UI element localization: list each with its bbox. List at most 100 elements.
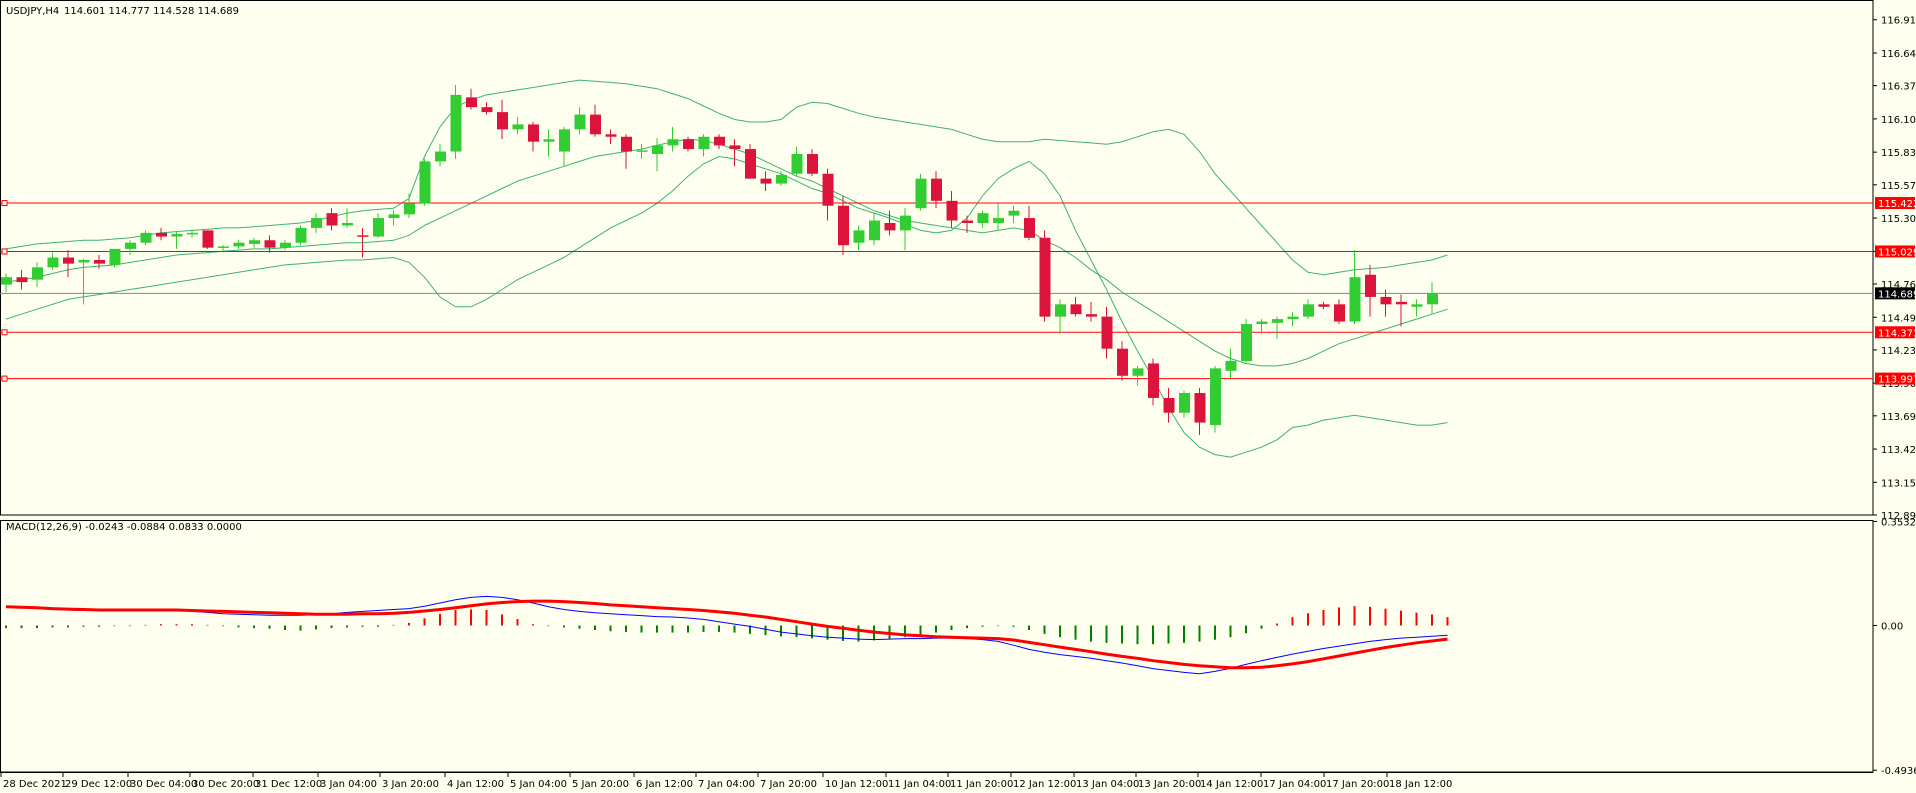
level-price-label: 115.029	[1878, 247, 1916, 258]
candle[interactable]	[621, 134, 632, 169]
level-anchor-handle[interactable]	[1, 248, 8, 255]
candle[interactable]	[791, 146, 803, 177]
candle[interactable]	[698, 134, 710, 157]
candle[interactable]	[94, 255, 105, 269]
candle[interactable]	[233, 240, 245, 249]
level-anchor-handle[interactable]	[1, 200, 8, 207]
candle[interactable]	[977, 210, 989, 228]
candle[interactable]	[512, 117, 524, 135]
candle[interactable]	[1225, 348, 1237, 379]
candle[interactable]	[171, 231, 183, 249]
candle[interactable]	[946, 190, 958, 228]
candle[interactable]	[1, 273, 12, 292]
candle[interactable]	[636, 144, 648, 159]
candle[interactable]	[993, 203, 1004, 231]
candle[interactable]	[528, 121, 539, 152]
candle[interactable]	[125, 240, 136, 256]
candle[interactable]	[264, 235, 276, 253]
candle[interactable]	[729, 139, 741, 167]
candle[interactable]	[218, 245, 229, 253]
candle[interactable]	[667, 126, 679, 152]
candle[interactable]	[1241, 319, 1252, 364]
candle[interactable]	[1365, 264, 1376, 317]
candle[interactable]	[900, 208, 911, 251]
candle[interactable]	[32, 262, 43, 288]
candle[interactable]	[388, 210, 400, 226]
candle[interactable]	[435, 144, 446, 167]
candle[interactable]	[869, 213, 880, 246]
candle[interactable]	[295, 225, 307, 246]
candle[interactable]	[63, 250, 74, 278]
candle[interactable]	[838, 195, 849, 256]
candle[interactable]	[373, 213, 384, 238]
level-anchor-handle[interactable]	[1, 329, 8, 336]
candle[interactable]	[915, 173, 927, 211]
candle[interactable]	[962, 215, 973, 233]
candle[interactable]	[16, 269, 28, 290]
candle[interactable]	[466, 88, 477, 110]
candle[interactable]	[745, 144, 756, 179]
candle[interactable]	[1179, 390, 1190, 418]
candle[interactable]	[1086, 301, 1097, 322]
level-anchor-handle[interactable]	[1, 375, 8, 382]
candle[interactable]	[1427, 282, 1438, 315]
candle[interactable]	[342, 208, 353, 228]
candle[interactable]	[1272, 316, 1283, 339]
candle[interactable]	[884, 210, 896, 236]
candle[interactable]	[1380, 289, 1392, 317]
candle[interactable]	[1008, 205, 1020, 224]
candle[interactable]	[683, 136, 694, 152]
candle[interactable]	[404, 193, 415, 219]
candle[interactable]	[109, 248, 121, 268]
candle[interactable]	[280, 240, 291, 251]
candle[interactable]	[559, 126, 570, 167]
candle[interactable]	[605, 129, 617, 145]
candle[interactable]	[357, 227, 369, 258]
candle[interactable]	[187, 230, 198, 238]
candle[interactable]	[311, 213, 322, 233]
candle[interactable]	[1055, 299, 1066, 334]
candle[interactable]	[47, 252, 59, 270]
candle[interactable]	[1349, 250, 1361, 325]
candle[interactable]	[1039, 230, 1051, 322]
candle[interactable]	[1070, 296, 1082, 317]
candle[interactable]	[543, 129, 555, 157]
candle[interactable]	[1101, 306, 1113, 359]
candle[interactable]	[1194, 388, 1206, 435]
candle[interactable]	[1210, 365, 1221, 433]
candle[interactable]	[931, 171, 942, 209]
candle[interactable]	[714, 134, 725, 150]
candle[interactable]	[1411, 299, 1423, 317]
candle[interactable]	[1334, 299, 1345, 325]
candle[interactable]	[1256, 319, 1268, 334]
candle[interactable]	[853, 225, 865, 251]
candle[interactable]	[419, 158, 431, 206]
candle[interactable]	[1024, 205, 1035, 241]
candle[interactable]	[1318, 301, 1330, 310]
candle[interactable]	[481, 102, 493, 115]
candle[interactable]	[652, 137, 663, 172]
candle[interactable]	[822, 168, 834, 221]
candle[interactable]	[140, 230, 152, 246]
candle[interactable]	[202, 230, 214, 249]
candle[interactable]	[249, 237, 260, 248]
candle[interactable]	[574, 107, 586, 135]
candle[interactable]	[776, 171, 787, 187]
candle[interactable]	[1303, 299, 1314, 320]
candle[interactable]	[156, 227, 167, 241]
candle[interactable]	[1117, 341, 1128, 381]
candle[interactable]	[497, 99, 508, 140]
candle[interactable]	[807, 149, 818, 177]
candle[interactable]	[1163, 388, 1175, 423]
candle[interactable]	[450, 85, 462, 159]
candle[interactable]	[326, 208, 338, 231]
candle[interactable]	[760, 171, 772, 191]
candle[interactable]	[1287, 311, 1299, 327]
candle[interactable]	[78, 258, 90, 305]
candle[interactable]	[1148, 358, 1159, 406]
candle[interactable]	[590, 104, 601, 137]
candle-body	[683, 139, 694, 150]
candle[interactable]	[1132, 365, 1144, 386]
candle[interactable]	[1396, 294, 1407, 327]
